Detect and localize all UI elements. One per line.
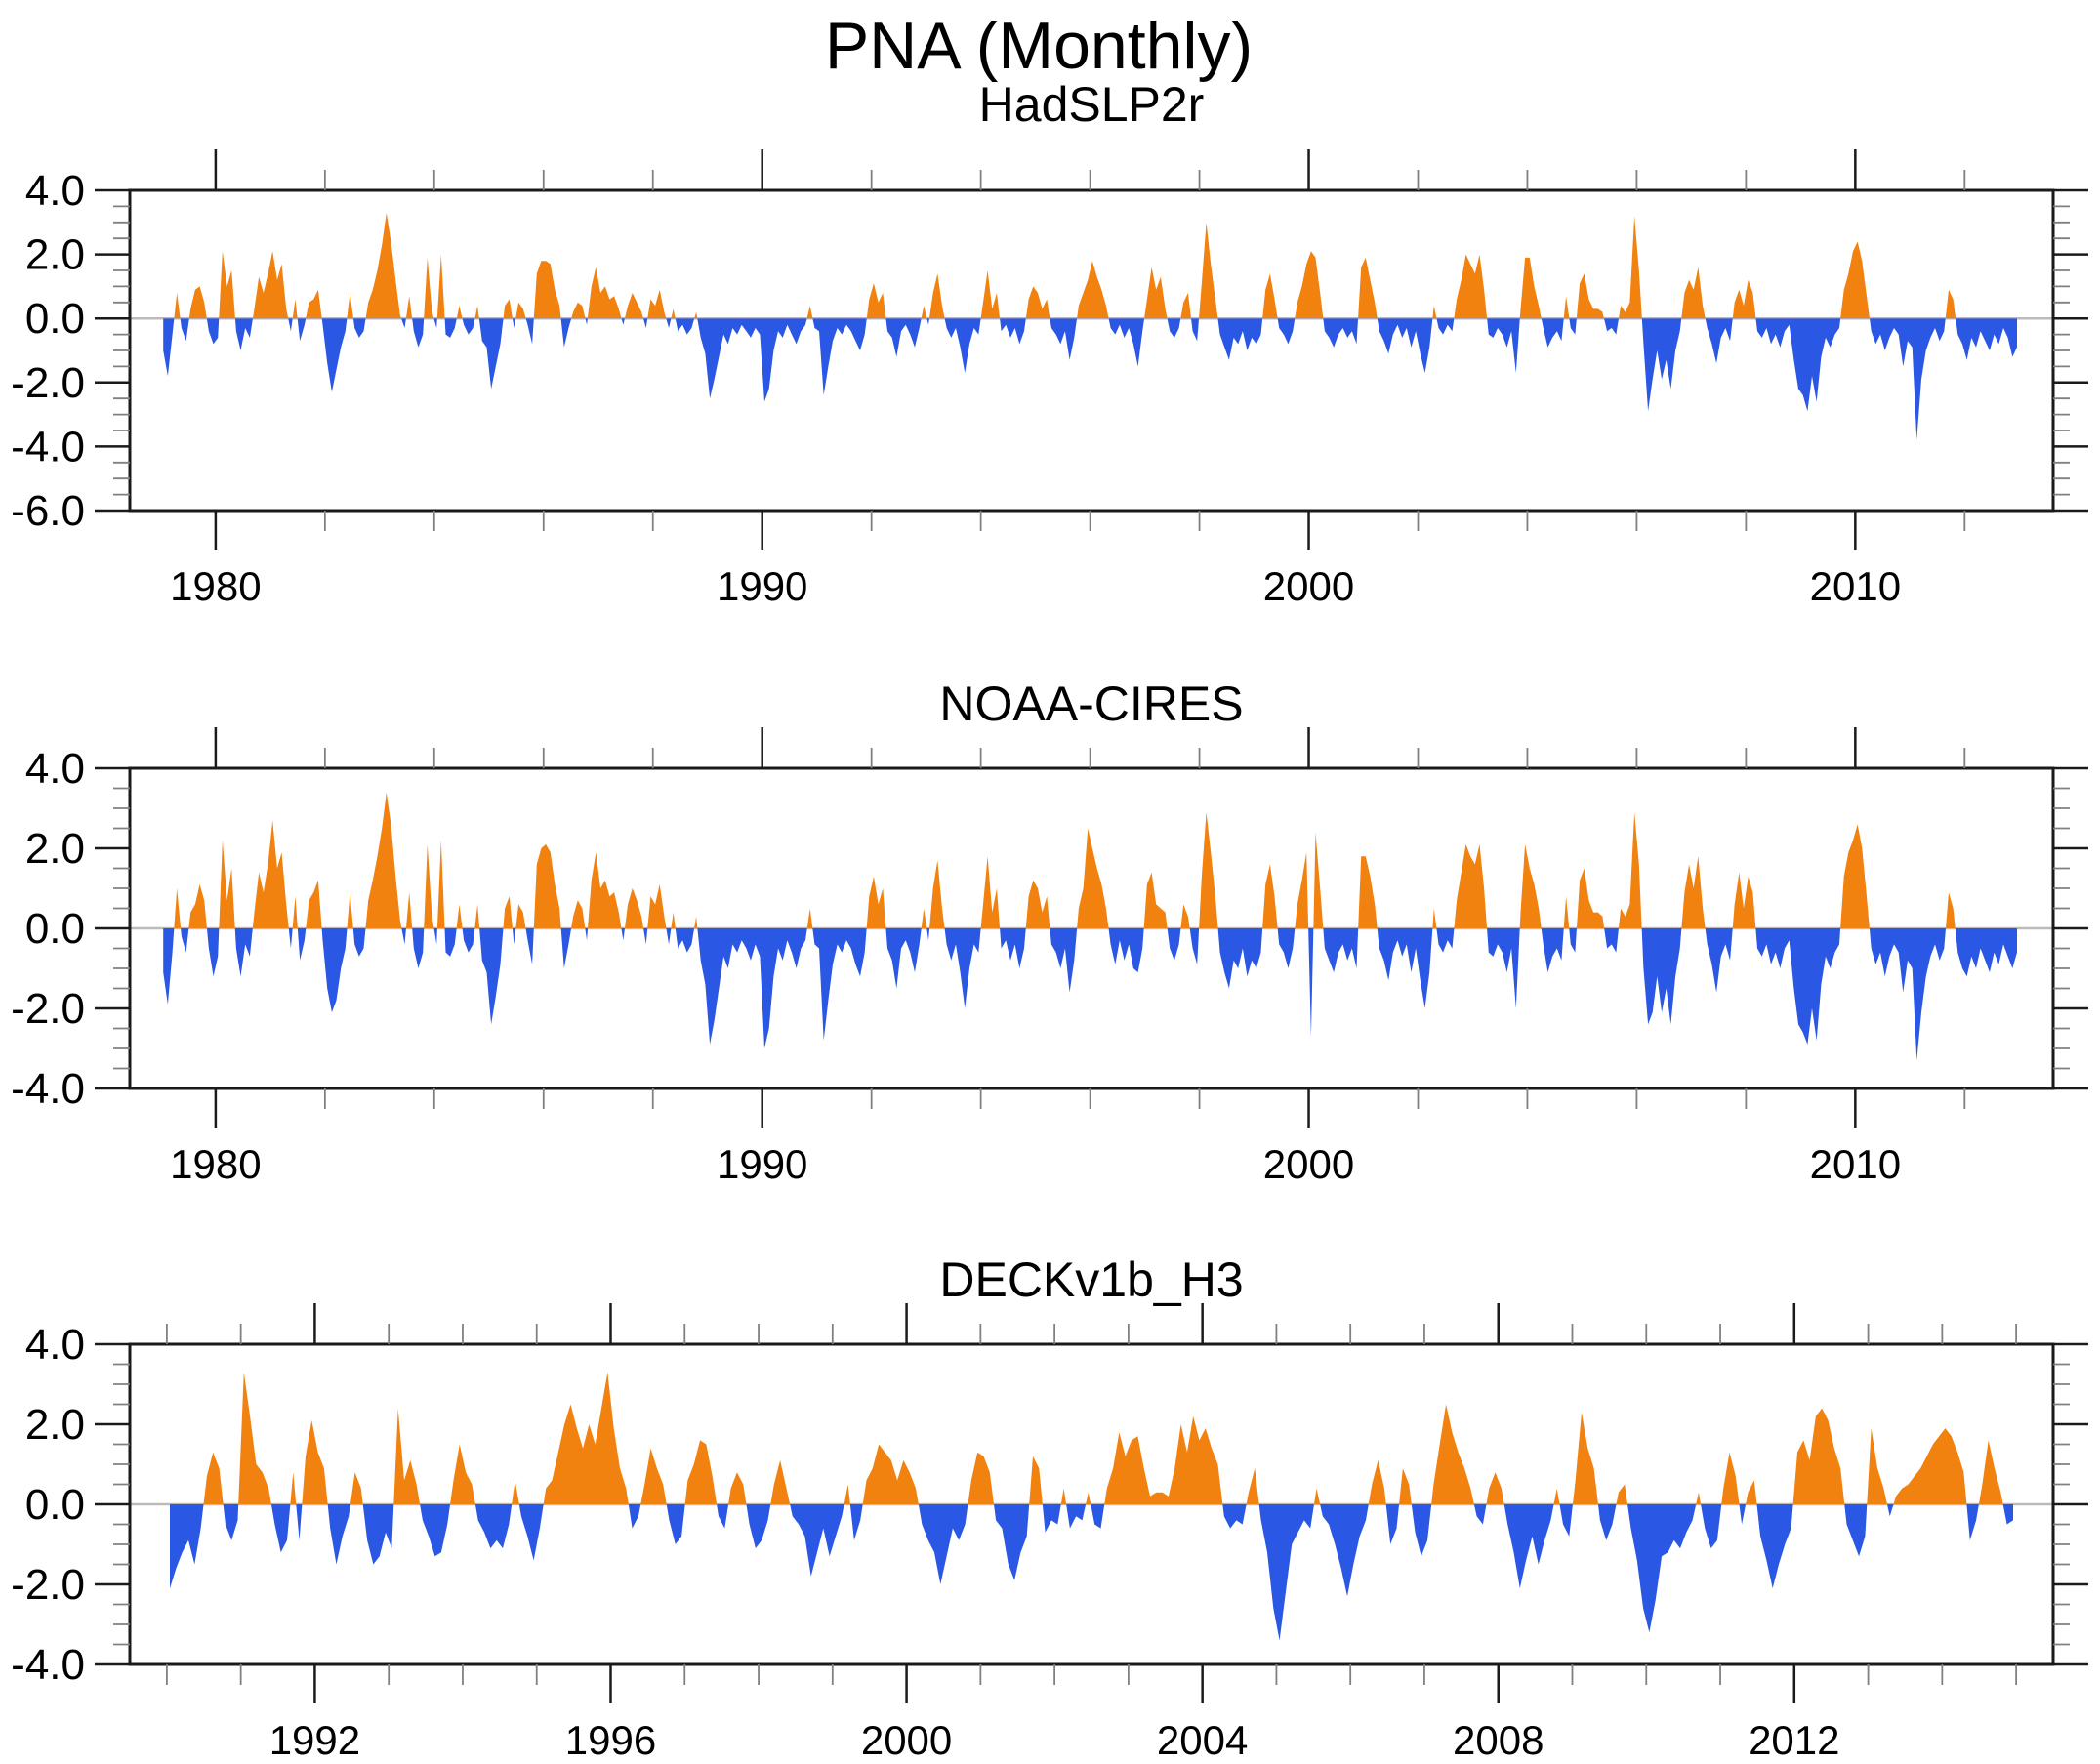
x-tick-label: 2010: [1810, 1141, 1901, 1187]
x-tick-label: 1980: [170, 1141, 261, 1187]
x-tick-label: 2000: [1263, 563, 1354, 609]
y-tick-label: -2.0: [11, 1561, 85, 1609]
figure-title: PNA (Monthly): [824, 9, 1254, 83]
negative-area-series: [163, 928, 2017, 1061]
y-tick-label: -4.0: [11, 423, 85, 471]
x-tick-label: 1990: [717, 563, 807, 609]
panel-title-deckv1b-h3: DECKv1b_H3: [939, 1252, 1244, 1307]
x-tick-label: 1996: [565, 1717, 656, 1763]
y-tick-label: 2.0: [25, 825, 85, 873]
panel-HadSLP2r: 1980 1990 2000 2010 4.0 2.0 0.0 -2.0 -4.0 -6.0: [11, 149, 2088, 609]
y-tick-label: 4.0: [25, 745, 85, 793]
panel-NOAA-CIRES: 1980 1990 2000 2010 4.0 2.0 0.0 -2.0 -4.0: [11, 727, 2088, 1187]
x-tick-label: 2000: [1263, 1141, 1354, 1187]
y-tick-label: 4.0: [25, 167, 85, 215]
y-tick-label: -4.0: [11, 1065, 85, 1113]
x-tick-label: 2008: [1453, 1717, 1544, 1763]
y-tick-label: 2.0: [25, 231, 85, 279]
positive-area-series: [174, 213, 1956, 319]
panel-border: [128, 188, 2055, 513]
y-tick-label: 2.0: [25, 1401, 85, 1449]
y-tick-label: -4.0: [11, 1641, 85, 1689]
x-tick-label: 1980: [170, 563, 261, 609]
panel-title-hadslp2r: HadSLP2r: [978, 77, 1205, 132]
y-tick-label: 0.0: [25, 905, 85, 953]
x-tick-label: 1990: [717, 1141, 807, 1187]
negative-area-series: [170, 1504, 2013, 1641]
y-tick-label: 4.0: [25, 1321, 85, 1369]
negative-area-series: [163, 318, 2017, 440]
y-tick-label: 0.0: [25, 295, 85, 343]
positive-area-series: [170, 1372, 2013, 1504]
y-tick-label: -2.0: [11, 359, 85, 407]
y-tick-label: 0.0: [25, 1481, 85, 1529]
positive-area-series: [163, 792, 2017, 928]
y-tick-label: -6.0: [11, 487, 85, 535]
panel-title-noaa-cires: NOAA-CIRES: [939, 677, 1244, 731]
panel-DECKv1b_H3: 1992 1996 2000 2004 2008 2012 4.0 2.0 0.0 -2.0 -4.…: [11, 1303, 2088, 1763]
x-tick-label: 2010: [1810, 563, 1901, 609]
x-tick-label: 1992: [269, 1717, 360, 1763]
y-tick-label: -2.0: [11, 985, 85, 1033]
x-tick-label: 2012: [1749, 1717, 1839, 1763]
x-tick-label: 2004: [1157, 1717, 1248, 1763]
x-tick-label: 2000: [861, 1717, 952, 1763]
